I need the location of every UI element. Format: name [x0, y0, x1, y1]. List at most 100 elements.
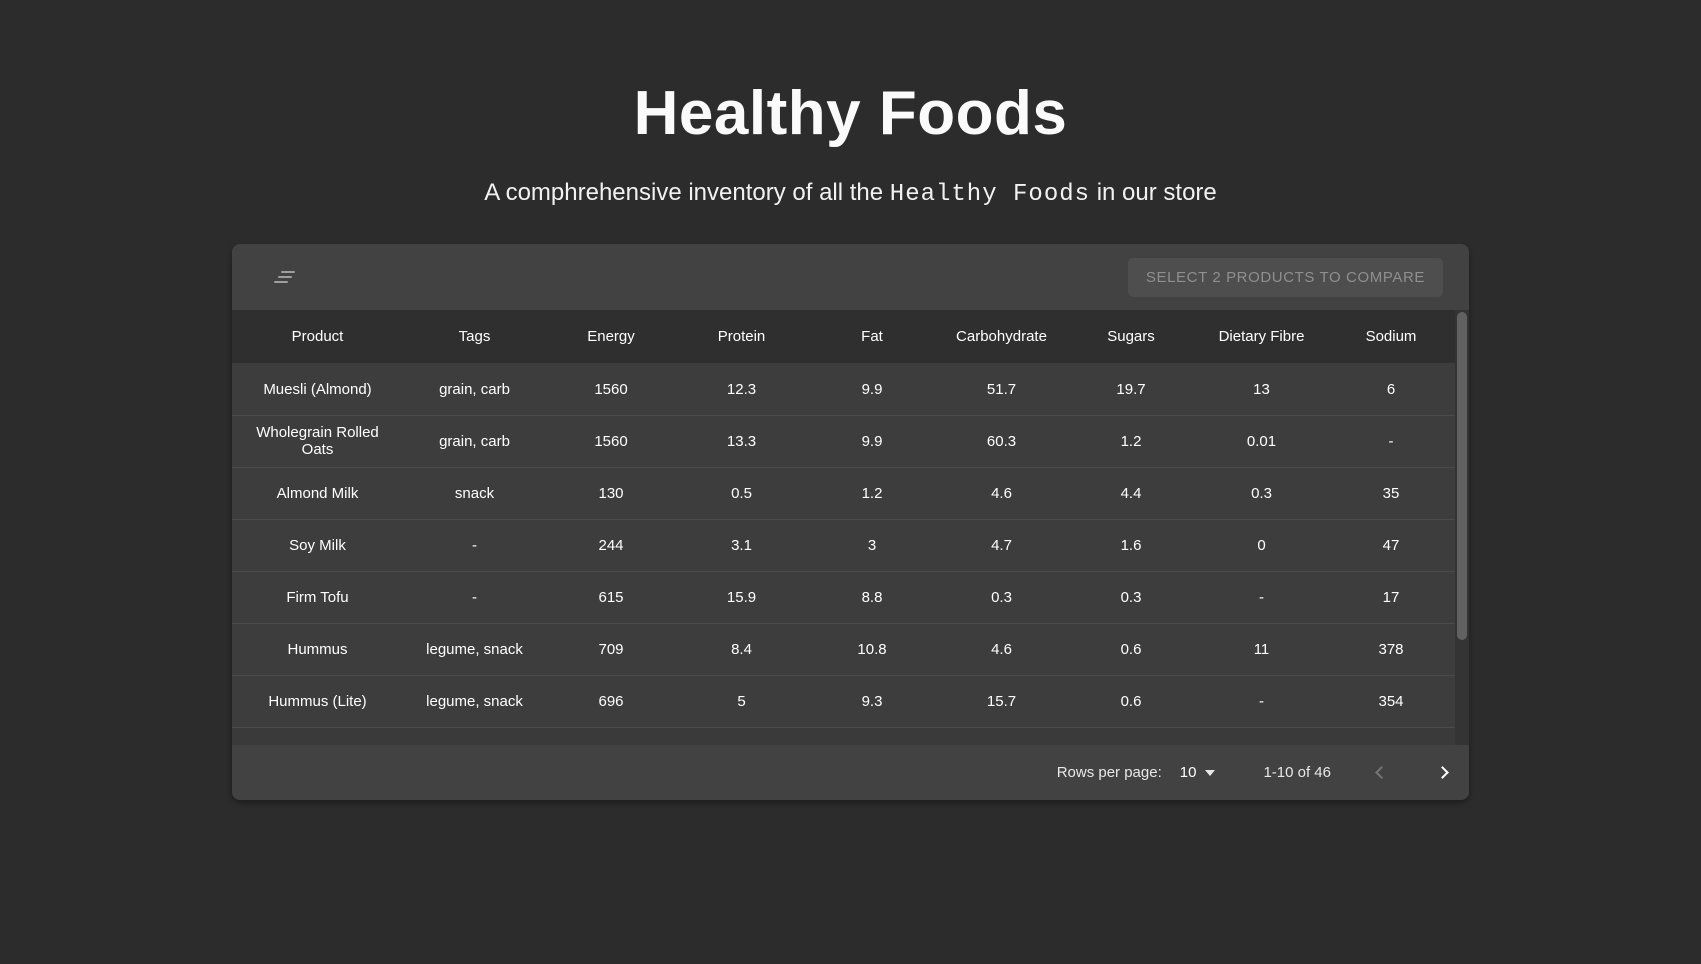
value-cell: legume, snack	[403, 623, 546, 676]
value-cell: 13.3	[676, 415, 807, 468]
value-cell: 1.6	[1066, 519, 1196, 572]
value-cell: 1.2	[807, 467, 937, 520]
value-cell: 4.4	[1066, 467, 1196, 520]
value-cell: 0.3	[1066, 571, 1196, 624]
table-header-row: Product Tags Energy Protein Fat Carbohydrate S…	[232, 310, 1455, 364]
value-cell: -	[1196, 571, 1327, 624]
value-cell: 0.3	[1196, 467, 1327, 520]
column-header-dietary-fibre[interactable]: Dietary Fibre	[1196, 310, 1327, 364]
value-cell: 4.7	[937, 519, 1066, 572]
value-cell: 15.9	[676, 571, 807, 624]
value-cell: 8.8	[807, 571, 937, 624]
column-header-sodium[interactable]: Sodium	[1327, 310, 1455, 364]
value-cell: 130	[546, 467, 676, 520]
column-header-carbohydrate[interactable]: Carbohydrate	[937, 310, 1066, 364]
value-cell: 10.8	[807, 623, 937, 676]
value-cell: 1560	[546, 363, 676, 416]
table-scroll-area: Product Tags Energy Protein Fat Carbohydrate S…	[232, 310, 1469, 746]
subtitle-suffix: in our store	[1090, 179, 1217, 207]
value-cell: snack	[403, 467, 546, 520]
product-name-cell: Firm Tofu	[232, 571, 403, 624]
value-cell: 9.9	[807, 363, 937, 416]
pagination-bar: Rows per page: 10 1-10 of 46	[232, 745, 1469, 801]
value-cell: -	[403, 519, 546, 572]
value-cell: 11	[1196, 623, 1327, 676]
value-cell: 615	[546, 571, 676, 624]
subtitle-mono-text: Healthy Foods	[889, 181, 1091, 209]
value-cell: 3	[807, 519, 937, 572]
value-cell: 17	[1327, 571, 1455, 624]
caret-down-icon	[1205, 769, 1216, 776]
chevron-left-icon	[1375, 766, 1388, 780]
table-row[interactable]: Wholegrain Rolled Oats grain, carb 1560 13.…	[232, 415, 1455, 468]
value-cell: 8.4	[676, 623, 807, 676]
table-row[interactable]: Almond Milk snack 130 0.5 1.2 4.6 4.4 0.3 35	[232, 467, 1455, 520]
table-row[interactable]: Muesli (Almond) grain, carb 1560 12.3 9.9 51.…	[232, 363, 1455, 416]
page-title: Healthy Foods	[633, 79, 1068, 148]
value-cell: 0.6	[1066, 675, 1196, 728]
previous-page-button[interactable]	[1371, 762, 1392, 783]
column-header-energy[interactable]: Energy	[546, 310, 676, 364]
product-name-cell: Wholegrain Rolled Oats	[232, 415, 403, 468]
column-header-product[interactable]: Product	[232, 310, 403, 364]
value-cell: 60.3	[937, 415, 1066, 468]
column-header-sugars[interactable]: Sugars	[1066, 310, 1196, 364]
value-cell: 5	[676, 675, 807, 728]
value-cell: 9.9	[807, 415, 937, 468]
value-cell: grain, carb	[403, 415, 546, 468]
product-name-cell: Soy Milk	[232, 519, 403, 572]
value-cell: 1.2	[1066, 415, 1196, 468]
value-cell: -	[1327, 415, 1455, 468]
value-cell: 0.01	[1196, 415, 1327, 468]
compare-button[interactable]: SELECT 2 PRODUCTS TO COMPARE	[1127, 257, 1443, 297]
value-cell: 35	[1327, 467, 1455, 520]
column-header-tags[interactable]: Tags	[403, 310, 546, 364]
scrollbar-thumb[interactable]	[1457, 312, 1467, 641]
value-cell: 47	[1327, 519, 1455, 572]
table-toolbar: SELECT 2 PRODUCTS TO COMPARE	[232, 244, 1469, 310]
value-cell: 0.3	[937, 571, 1066, 624]
value-cell: 15.7	[937, 675, 1066, 728]
table-row[interactable]: Soy Milk -244 3.1 3 4.7 1.6 0 47	[232, 519, 1455, 572]
page-subtitle: A comphrehensive inventory of all the He…	[0, 179, 1701, 208]
value-cell: 9.3	[807, 675, 937, 728]
value-cell: 4.6	[937, 467, 1066, 520]
value-cell: 0.5	[676, 467, 807, 520]
pagination-range: 1-10 of 46	[1263, 764, 1331, 782]
value-cell: 0.6	[1066, 623, 1196, 676]
value-cell: 696	[546, 675, 676, 728]
column-header-protein[interactable]: Protein	[676, 310, 807, 364]
table-scrollbar[interactable]	[1455, 310, 1469, 746]
chevron-right-icon	[1436, 766, 1449, 780]
value-cell: 4.6	[937, 623, 1066, 676]
value-cell: 3.1	[676, 519, 807, 572]
rows-per-page-value: 10	[1179, 764, 1197, 782]
table-row[interactable]: Hummus (Lite) legume, snack 696 5 9.3 15.7 0.6…	[232, 675, 1455, 728]
value-cell: 13	[1196, 363, 1327, 416]
value-cell: 1560	[546, 415, 676, 468]
value-cell: 51.7	[937, 363, 1066, 416]
rows-per-page-select[interactable]: 10	[1180, 764, 1216, 781]
value-cell: 244	[546, 519, 676, 572]
next-page-button[interactable]	[1432, 762, 1453, 783]
table-body: Muesli (Almond) grain, carb 1560 12.3 9.9 51.…	[232, 363, 1455, 728]
rows-per-page-label: Rows per page:	[1056, 764, 1162, 782]
value-cell: 12.3	[676, 363, 807, 416]
value-cell: -	[1196, 675, 1327, 728]
value-cell: 709	[546, 623, 676, 676]
value-cell: 19.7	[1066, 363, 1196, 416]
products-table: Product Tags Energy Protein Fat Carbohydrate S…	[232, 310, 1455, 728]
product-name-cell: Muesli (Almond)	[232, 363, 403, 416]
value-cell: 378	[1327, 623, 1455, 676]
product-name-cell: Hummus (Lite)	[232, 675, 403, 728]
value-cell: 0	[1196, 519, 1327, 572]
table-row[interactable]: Firm Tofu -615 15.9 8.8 0.3 0.3-17	[232, 571, 1455, 624]
products-card: SELECT 2 PRODUCTS TO COMPARE Product Tags…	[232, 244, 1469, 801]
value-cell: grain, carb	[403, 363, 546, 416]
product-name-cell: Almond Milk	[232, 467, 403, 520]
value-cell: 354	[1327, 675, 1455, 728]
subtitle-prefix: A comphrehensive inventory of all the	[484, 179, 890, 207]
filter-list-icon[interactable]	[274, 270, 295, 284]
column-header-fat[interactable]: Fat	[807, 310, 937, 364]
table-row[interactable]: Hummus legume, snack 709 8.4 10.8 4.6 0.6 11 378	[232, 623, 1455, 676]
